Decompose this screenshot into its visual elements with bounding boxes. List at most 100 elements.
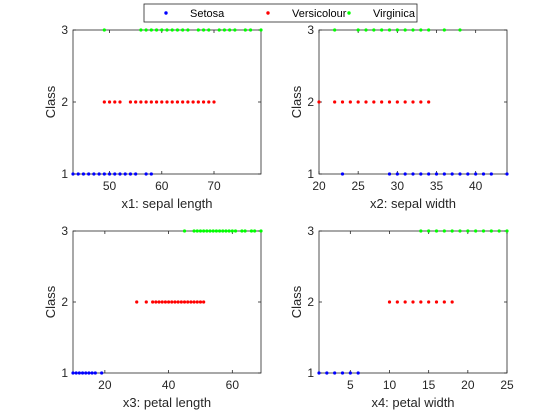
legend-marker <box>164 11 168 15</box>
data-point <box>403 172 407 176</box>
x-tick-label: 30 <box>391 179 405 193</box>
data-point <box>419 100 423 104</box>
data-point <box>217 28 221 32</box>
data-point <box>160 28 164 32</box>
data-point <box>340 172 345 176</box>
data-point <box>442 300 446 304</box>
legend-label: Setosa <box>190 8 225 20</box>
data-point <box>364 100 368 104</box>
data-point <box>170 100 174 104</box>
data-point <box>427 100 431 104</box>
data-point <box>474 229 478 233</box>
data-point <box>395 172 399 176</box>
series-virginica <box>333 28 462 32</box>
x-tick-label: 20 <box>98 378 112 392</box>
data-point <box>128 100 133 104</box>
data-point <box>71 172 75 176</box>
data-point <box>411 28 415 32</box>
y-tick-label: 1 <box>61 366 68 380</box>
legend-marker <box>266 11 270 15</box>
data-point <box>356 371 360 375</box>
data-point <box>411 300 415 304</box>
data-point <box>87 172 91 176</box>
y-axis-label: Class <box>289 85 304 118</box>
data-point <box>149 28 153 32</box>
data-point <box>202 229 206 233</box>
data-point <box>139 28 143 32</box>
data-point <box>149 172 153 176</box>
data-point <box>81 172 86 176</box>
data-point <box>196 28 200 32</box>
data-point <box>434 229 439 233</box>
data-point <box>76 172 80 176</box>
data-point <box>434 300 439 304</box>
data-point <box>195 300 199 304</box>
data-point <box>165 28 169 32</box>
data-point <box>192 300 196 304</box>
data-point <box>340 371 345 375</box>
y-tick-label: 2 <box>307 295 314 309</box>
x-axis-label: x4: petal width <box>371 395 454 410</box>
data-point <box>466 229 470 233</box>
data-point <box>154 300 158 304</box>
data-point <box>87 371 91 375</box>
data-point <box>207 100 211 104</box>
data-point <box>100 371 104 375</box>
data-point <box>387 100 392 104</box>
data-point <box>144 172 148 176</box>
data-point <box>107 172 112 176</box>
data-point <box>201 100 206 104</box>
data-point <box>466 172 470 176</box>
data-point <box>403 100 407 104</box>
data-point <box>128 172 133 176</box>
data-point <box>243 28 247 32</box>
x-tick-label: 25 <box>500 378 514 392</box>
data-point <box>186 28 190 32</box>
data-point <box>489 172 493 176</box>
data-point <box>92 172 96 176</box>
data-point <box>450 300 454 304</box>
data-point <box>224 229 228 233</box>
x-tick-label: 60 <box>155 179 169 193</box>
data-point <box>458 28 462 32</box>
data-point <box>71 371 75 375</box>
x-axis-label: x2: sepal width <box>370 196 456 211</box>
data-point <box>259 28 263 32</box>
data-point <box>474 172 478 176</box>
data-point <box>214 229 218 233</box>
y-tick-label: 3 <box>307 23 314 37</box>
data-point <box>333 28 337 32</box>
data-point <box>372 100 376 104</box>
data-point <box>481 172 486 176</box>
data-point <box>189 300 193 304</box>
subplot-4: 5 10 15 20 25 1 2 3 x4: petal width Class <box>289 224 514 410</box>
data-point <box>154 100 159 104</box>
data-point <box>201 28 206 32</box>
data-point <box>144 100 148 104</box>
data-point <box>118 172 122 176</box>
x-axis-label: x3: petal length <box>123 395 211 410</box>
data-point <box>208 229 212 233</box>
data-point <box>233 229 238 233</box>
x-tick-label: 10 <box>383 378 397 392</box>
data-point <box>333 371 337 375</box>
data-point <box>84 371 88 375</box>
legend: Setosa Versicolour Virginica <box>143 3 418 23</box>
legend-label: Versicolour <box>292 8 347 20</box>
data-point <box>364 28 368 32</box>
data-point <box>107 100 112 104</box>
y-tick-label: 1 <box>61 167 68 181</box>
data-point <box>372 28 376 32</box>
data-point <box>505 229 509 233</box>
data-point <box>333 100 337 104</box>
series-virginica <box>419 229 509 233</box>
data-point <box>175 100 180 104</box>
data-point <box>442 172 446 176</box>
subplot-3: 20 40 60 1 2 3 x3: petal length Class <box>43 224 263 410</box>
legend-entry-versicolour: Versicolour <box>266 8 347 20</box>
series-versicolour <box>387 300 454 304</box>
data-point <box>419 172 423 176</box>
data-point <box>77 371 81 375</box>
data-point <box>182 229 187 233</box>
